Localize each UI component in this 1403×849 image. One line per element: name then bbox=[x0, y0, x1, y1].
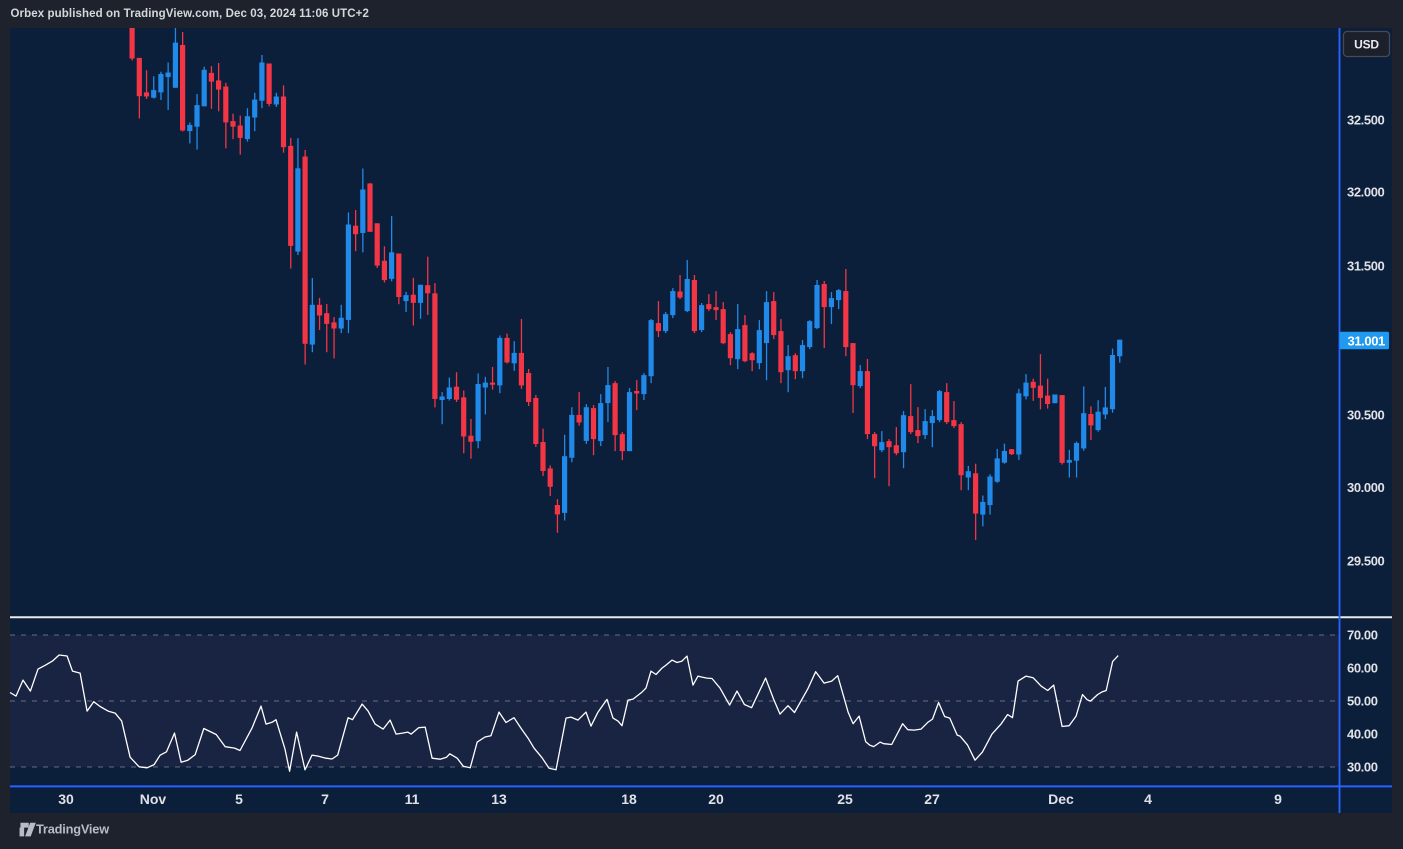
svg-text:60.00: 60.00 bbox=[1347, 661, 1378, 676]
svg-text:32.000: 32.000 bbox=[1347, 185, 1385, 200]
svg-text:32.500: 32.500 bbox=[1347, 113, 1385, 128]
svg-text:USD: USD bbox=[1354, 37, 1379, 51]
svg-text:40.00: 40.00 bbox=[1347, 727, 1378, 742]
svg-text:20: 20 bbox=[708, 791, 724, 807]
svg-text:70.00: 70.00 bbox=[1347, 628, 1378, 643]
svg-text:31.500: 31.500 bbox=[1347, 259, 1385, 274]
svg-text:TradingView: TradingView bbox=[36, 822, 109, 837]
svg-text:27: 27 bbox=[924, 791, 940, 807]
svg-text:5: 5 bbox=[235, 791, 243, 807]
svg-text:18: 18 bbox=[621, 791, 637, 807]
svg-text:50.00: 50.00 bbox=[1347, 694, 1378, 709]
svg-text:29.500: 29.500 bbox=[1347, 554, 1385, 569]
svg-text:11: 11 bbox=[405, 791, 420, 807]
svg-text:30.00: 30.00 bbox=[1347, 760, 1378, 775]
svg-text:30.500: 30.500 bbox=[1347, 408, 1385, 423]
svg-text:Nov: Nov bbox=[140, 791, 167, 807]
svg-text:30: 30 bbox=[58, 791, 74, 807]
svg-text:7: 7 bbox=[321, 791, 329, 807]
svg-text:31.001: 31.001 bbox=[1348, 333, 1386, 348]
svg-text:13: 13 bbox=[491, 791, 507, 807]
svg-text:25: 25 bbox=[837, 791, 853, 807]
svg-text:9: 9 bbox=[1274, 791, 1282, 807]
svg-text:30.000: 30.000 bbox=[1347, 480, 1385, 495]
svg-text:Dec: Dec bbox=[1048, 791, 1074, 807]
svg-text:4: 4 bbox=[1144, 791, 1152, 807]
svg-text:Orbex published on TradingView: Orbex published on TradingView.com, Dec … bbox=[11, 8, 369, 20]
